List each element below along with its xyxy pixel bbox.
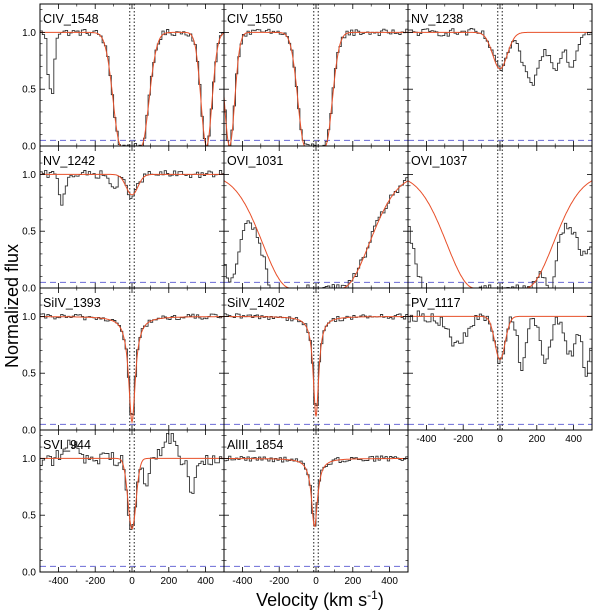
x-tick-label: -200 xyxy=(85,576,105,587)
model-fit-series xyxy=(40,316,224,424)
model-fit-series xyxy=(408,180,592,288)
panel-civ-1548: CIV_1548 xyxy=(39,3,225,147)
panel-label: OVI_1031 xyxy=(227,154,283,168)
panel-civ-1550: CIV_1550 xyxy=(223,3,409,147)
x-tick-label: 200 xyxy=(344,576,361,587)
model-fit-series xyxy=(40,457,224,530)
panel-svi-944: SVI_944 xyxy=(39,429,225,573)
y-tick-label: 0.0 xyxy=(22,284,36,295)
y-tick-label: 1.0 xyxy=(22,312,36,323)
model-fit-series xyxy=(408,315,592,361)
x-tick-label: -400 xyxy=(416,434,436,445)
panel-ovi-1031: OVI_1031 xyxy=(223,145,409,289)
panel-label: OVI_1037 xyxy=(411,154,467,168)
x-tick-label: 0 xyxy=(313,576,319,587)
x-tick-label: 400 xyxy=(381,576,398,587)
data-spectrum-series xyxy=(408,310,592,377)
data-spectrum-series xyxy=(224,313,408,407)
x-axis-title: Velocity (km s-1) xyxy=(256,588,384,610)
y-tick-label: 0.5 xyxy=(22,85,36,96)
panel-label: AlIII_1854 xyxy=(227,438,283,452)
panel-nv-1238: NV_1238 xyxy=(407,3,593,147)
y-tick-label: 0.5 xyxy=(22,511,36,522)
data-spectrum-series xyxy=(224,28,408,146)
model-fit-series xyxy=(40,173,224,196)
data-spectrum-series xyxy=(224,177,408,288)
data-spectrum-series xyxy=(40,313,224,415)
panel-ovi-1037: OVI_1037 xyxy=(407,145,593,289)
x-tick-label: 400 xyxy=(197,576,214,587)
y-tick-label: 0.5 xyxy=(22,227,36,238)
y-tick-label: 1.0 xyxy=(22,170,36,181)
data-spectrum-series xyxy=(408,28,592,86)
x-tick-label: 0 xyxy=(497,434,503,445)
panel-siiv-1402: SiIV_1402 xyxy=(223,287,409,431)
x-tick-label: -200 xyxy=(269,576,289,587)
x-tick-label: -200 xyxy=(453,434,473,445)
axis-labels-layer: 0.0 0.5 1.0 0.0 0.5 1.0 0.0 0.5 1.0 -400 -200 0 200 4… xyxy=(22,28,582,587)
y-tick-label: 0.0 xyxy=(22,426,36,437)
x-tick-label: -400 xyxy=(48,576,68,587)
model-fit-series xyxy=(408,31,592,70)
y-tick-label: 0.0 xyxy=(22,142,36,153)
x-tick-label: 200 xyxy=(528,434,545,445)
model-fit-series xyxy=(224,31,408,146)
panels-layer: CIV_1548 CIV_1550 NV_1238 NV_1242 OVI_1031 OV… xyxy=(39,3,593,573)
y-tick-label: 1.0 xyxy=(22,454,36,465)
panel-label: NV_1238 xyxy=(411,12,463,26)
panel-label: NV_1242 xyxy=(43,154,95,168)
panel-label: SVI_944 xyxy=(43,438,91,452)
model-fit-series xyxy=(224,458,408,528)
panel-label: CIV_1550 xyxy=(227,12,283,26)
model-fit-series xyxy=(224,316,408,417)
x-tick-label: -400 xyxy=(232,576,252,587)
x-tick-label: 400 xyxy=(565,434,582,445)
y-tick-label: 0.5 xyxy=(22,369,36,380)
data-spectrum-series xyxy=(40,29,224,146)
panel-aliii-1854: AlIII_1854 xyxy=(223,429,409,573)
x-tick-label: 200 xyxy=(160,576,177,587)
x-axis-title-end: ) xyxy=(378,590,384,610)
y-axis-title: Normalized flux xyxy=(2,244,22,368)
model-fit-series xyxy=(40,31,224,146)
panel-label: SiIV_1393 xyxy=(43,296,101,310)
x-axis-title-sup: -1 xyxy=(367,588,378,602)
panel-nv-1242: NV_1242 xyxy=(39,145,225,289)
model-fit-series xyxy=(224,180,408,288)
panel-siiv-1393: SiIV_1393 xyxy=(39,287,225,431)
panel-label: PV_1117 xyxy=(411,296,461,310)
panel-label: CIV_1548 xyxy=(43,12,99,26)
y-tick-label: 1.0 xyxy=(22,28,36,39)
x-axis-title-main: Velocity (km s xyxy=(256,590,367,610)
data-spectrum-series xyxy=(408,222,592,288)
y-tick-label: 0.0 xyxy=(22,568,36,579)
panel-label: SiIV_1402 xyxy=(227,296,285,310)
data-spectrum-series xyxy=(40,169,224,206)
panel-pv-1117: PV_1117 xyxy=(407,287,593,431)
x-tick-label: 0 xyxy=(129,576,135,587)
